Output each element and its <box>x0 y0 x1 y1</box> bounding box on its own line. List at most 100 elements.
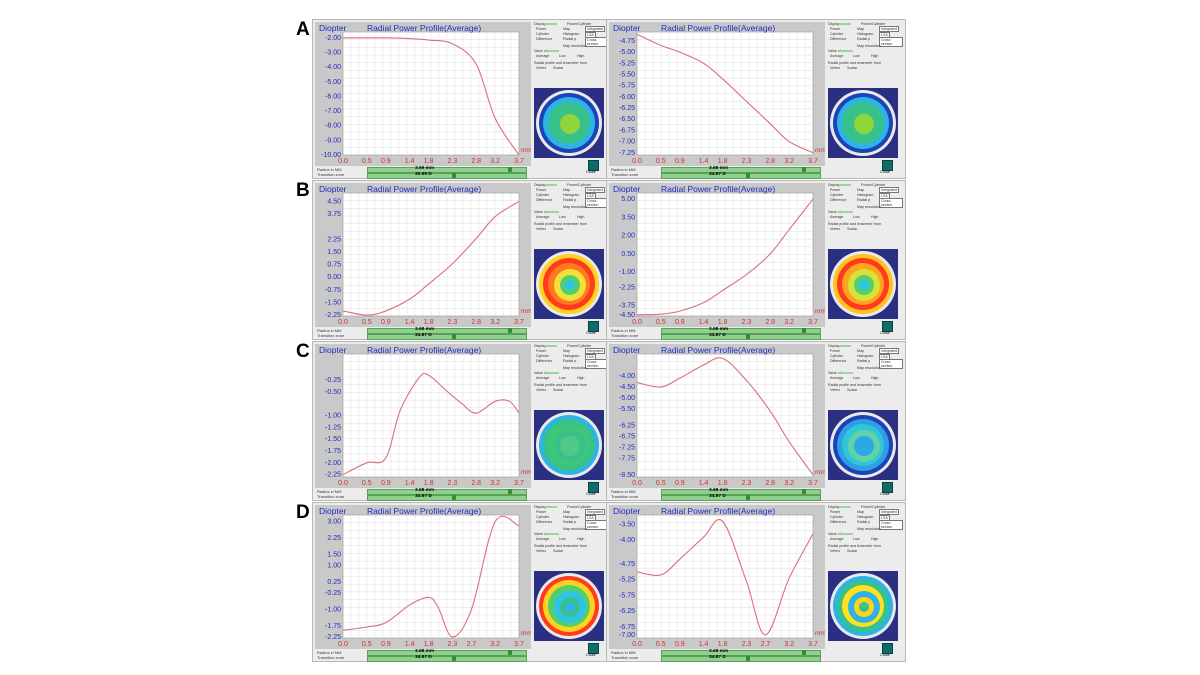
radio-high[interactable]: High <box>577 215 585 219</box>
radio-power[interactable]: Power <box>830 188 841 192</box>
radio-average[interactable]: Average <box>830 54 844 58</box>
radio-high[interactable]: High <box>871 376 879 380</box>
radio-difference[interactable]: Difference <box>536 37 553 41</box>
radius-slider[interactable] <box>367 167 527 173</box>
radius-slider-handle[interactable] <box>802 650 806 655</box>
radio-power[interactable]: Power <box>830 349 841 353</box>
radio-high[interactable]: High <box>577 537 585 541</box>
radio-histogram[interactable]: Histogram <box>563 354 580 358</box>
close-button-label[interactable]: Close <box>586 653 596 657</box>
radio-vertex[interactable]: Vertex <box>536 66 547 70</box>
integrated-button[interactable]: Integrated <box>879 26 900 32</box>
radio-histogram[interactable]: Histogram <box>857 354 874 358</box>
integrated-button[interactable]: Integrated <box>585 348 606 354</box>
radio-difference[interactable]: Difference <box>536 359 553 363</box>
radius-slider-handle[interactable] <box>508 167 512 172</box>
zone-slider[interactable] <box>367 173 527 179</box>
radius-slider[interactable] <box>367 489 527 495</box>
radio-difference[interactable]: Difference <box>830 359 847 363</box>
radio-low[interactable]: Low <box>559 215 566 219</box>
cross-section-button[interactable]: Cross section <box>879 520 903 530</box>
radio-map[interactable]: Map <box>563 27 570 31</box>
radius-slider-handle[interactable] <box>508 328 512 333</box>
radio-scalar[interactable]: Scalar <box>847 227 858 231</box>
close-button-label[interactable]: Close <box>880 170 890 174</box>
radio-high[interactable]: High <box>577 376 585 380</box>
radio-radial[interactable]: Radial p <box>563 359 577 363</box>
zone-slider-handle[interactable] <box>746 173 750 178</box>
zone-slider[interactable] <box>661 656 821 662</box>
close-button-label[interactable]: Close <box>586 170 596 174</box>
radio-histogram[interactable]: Histogram <box>563 32 580 36</box>
radio-power[interactable]: Power <box>536 510 547 514</box>
zone-slider[interactable] <box>661 495 821 501</box>
integrated-button[interactable]: Integrated <box>879 187 900 193</box>
radio-radial[interactable]: Radial p <box>857 198 871 202</box>
radio-power[interactable]: Power <box>536 349 547 353</box>
radio-average[interactable]: Average <box>536 376 550 380</box>
close-icon[interactable] <box>882 160 893 171</box>
radio-cylinder[interactable]: Cylinder <box>830 193 844 197</box>
close-icon[interactable] <box>882 482 893 493</box>
radio-histogram[interactable]: Histogram <box>857 193 874 197</box>
radio-power[interactable]: Power <box>830 510 841 514</box>
radio-cylinder[interactable]: Cylinder <box>536 32 550 36</box>
radio-radial[interactable]: Radial p <box>857 37 871 41</box>
radio-radial[interactable]: Radial p <box>857 520 871 524</box>
radio-average[interactable]: Average <box>536 54 550 58</box>
radius-slider[interactable] <box>661 328 821 334</box>
zone-slider-handle[interactable] <box>452 656 456 661</box>
integrated-button[interactable]: Integrated <box>585 26 606 32</box>
radio-average[interactable]: Average <box>536 537 550 541</box>
radio-cylinder[interactable]: Cylinder <box>536 354 550 358</box>
radio-average[interactable]: Average <box>536 215 550 219</box>
radio-histogram[interactable]: Histogram <box>857 515 874 519</box>
radio-cylinder[interactable]: Cylinder <box>536 515 550 519</box>
radio-histogram[interactable]: Histogram <box>563 193 580 197</box>
radius-slider-handle[interactable] <box>508 650 512 655</box>
radio-scalar[interactable]: Scalar <box>553 549 564 553</box>
radius-slider[interactable] <box>661 650 821 656</box>
radio-difference[interactable]: Difference <box>536 198 553 202</box>
radius-slider-handle[interactable] <box>508 489 512 494</box>
zone-slider-handle[interactable] <box>452 334 456 339</box>
radio-low[interactable]: Low <box>853 215 860 219</box>
cross-section-button[interactable]: Cross section <box>879 359 903 369</box>
close-icon[interactable] <box>588 643 599 654</box>
radio-vertex[interactable]: Vertex <box>830 66 841 70</box>
close-button-label[interactable]: Close <box>586 492 596 496</box>
radio-low[interactable]: Low <box>853 376 860 380</box>
cross-section-button[interactable]: Cross section <box>879 198 903 208</box>
zone-slider-handle[interactable] <box>452 173 456 178</box>
radio-radial[interactable]: Radial p <box>563 37 577 41</box>
close-button-label[interactable]: Close <box>880 653 890 657</box>
radius-slider-handle[interactable] <box>802 328 806 333</box>
radio-map[interactable]: Map <box>857 27 864 31</box>
radio-average[interactable]: Average <box>830 376 844 380</box>
radio-high[interactable]: High <box>871 215 879 219</box>
radio-map[interactable]: Map <box>857 510 864 514</box>
zone-slider-handle[interactable] <box>746 334 750 339</box>
radius-slider-handle[interactable] <box>802 489 806 494</box>
radio-cylinder[interactable]: Cylinder <box>830 354 844 358</box>
radius-slider[interactable] <box>661 167 821 173</box>
radio-histogram[interactable]: Histogram <box>563 515 580 519</box>
radio-vertex[interactable]: Vertex <box>830 227 841 231</box>
zone-slider[interactable] <box>367 656 527 662</box>
radio-radial[interactable]: Radial p <box>563 198 577 202</box>
radio-radial[interactable]: Radial p <box>857 359 871 363</box>
radio-difference[interactable]: Difference <box>830 198 847 202</box>
radio-vertex[interactable]: Vertex <box>830 549 841 553</box>
zone-slider[interactable] <box>661 334 821 340</box>
zone-slider-handle[interactable] <box>746 656 750 661</box>
radio-map[interactable]: Map <box>857 188 864 192</box>
radio-radial[interactable]: Radial p <box>563 520 577 524</box>
radio-vertex[interactable]: Vertex <box>536 227 547 231</box>
radius-slider[interactable] <box>661 489 821 495</box>
radio-cylinder[interactable]: Cylinder <box>830 32 844 36</box>
integrated-button[interactable]: Integrated <box>879 509 900 515</box>
close-icon[interactable] <box>588 321 599 332</box>
radio-scalar[interactable]: Scalar <box>553 227 564 231</box>
radio-difference[interactable]: Difference <box>536 520 553 524</box>
radius-slider[interactable] <box>367 650 527 656</box>
